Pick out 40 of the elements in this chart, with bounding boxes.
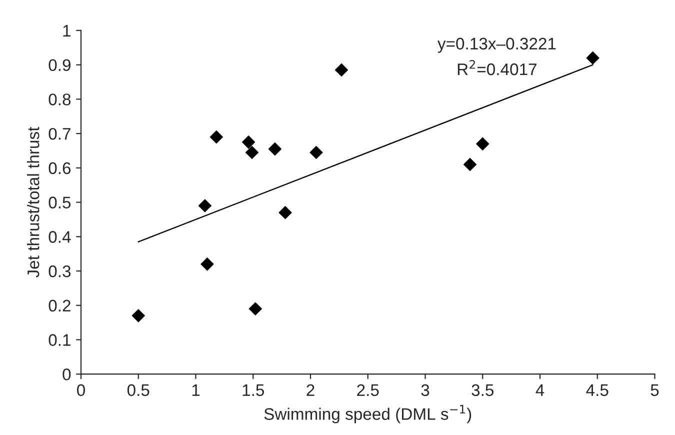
x-tick-label: 5 [650, 384, 659, 396]
x-tick-label: 0 [77, 384, 85, 396]
y-tick-label: 0.2 [48, 300, 70, 312]
y-tick-label: 0.1 [48, 334, 70, 346]
point [132, 309, 145, 322]
y-tick-label: 0.3 [48, 265, 71, 278]
x-tick-label: 3 [421, 384, 430, 396]
y-tick-label: 0.8 [48, 94, 71, 106]
point [463, 158, 477, 172]
y-tick-label: 1 [63, 25, 70, 36]
x-tick-label: 2.5 [357, 384, 379, 396]
point [200, 258, 214, 271]
annotation: R$^{2}$=0.4017 [458, 60, 536, 76]
point [268, 142, 282, 156]
x-tick-label: 4.5 [586, 384, 608, 396]
y-axis-title: Jet thrust/total thrust [27, 126, 40, 278]
point [476, 137, 490, 150]
x-tick-label: 3.5 [472, 384, 494, 396]
x-tick-label: 4 [536, 384, 544, 396]
y-tick-label: 0.6 [48, 162, 71, 174]
annotation: y=0.13x–0.3221 [437, 38, 556, 53]
point [210, 130, 223, 144]
x-tick-label: 1 [192, 384, 200, 396]
x-axis-title: Swimming speed (DML s$^{−1}$) [264, 404, 472, 424]
point [242, 136, 256, 149]
y-tick-label: 0.5 [48, 196, 71, 208]
point [248, 302, 262, 316]
point [310, 146, 323, 160]
point [334, 63, 348, 77]
point [245, 146, 259, 160]
point [198, 199, 212, 212]
point [278, 206, 292, 220]
x-tick-label: 0.5 [127, 384, 150, 396]
point [586, 51, 600, 65]
x-tick-label: 1.5 [242, 384, 264, 396]
y-tick-label: 0.7 [48, 128, 70, 140]
y-tick-label: 0 [62, 368, 71, 380]
y-tick-label: 0.4 [48, 231, 71, 243]
y-tick-label: 0.9 [48, 59, 70, 72]
x-tick-label: 2 [306, 384, 314, 396]
